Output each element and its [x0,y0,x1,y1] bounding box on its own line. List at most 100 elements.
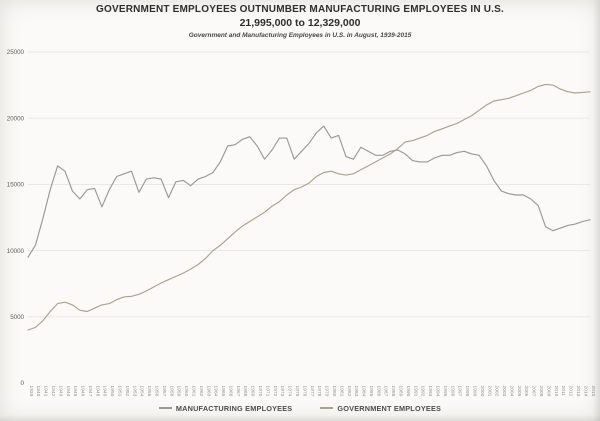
svg-text:1948: 1948 [95,386,100,397]
svg-text:1960: 1960 [184,386,189,397]
svg-text:1966: 1966 [228,386,233,397]
svg-text:1992: 1992 [421,386,426,397]
svg-text:1998: 1998 [465,386,470,397]
svg-text:1986: 1986 [376,386,381,397]
svg-text:1965: 1965 [221,386,226,397]
svg-text:1981: 1981 [339,386,344,397]
photo-edge-shading-right [593,0,600,421]
svg-text:25000: 25000 [7,49,25,56]
svg-text:1964: 1964 [214,386,219,397]
svg-text:1980: 1980 [332,386,337,397]
svg-text:1968: 1968 [243,386,248,397]
y-axis-tick-labels: 0 5000 10000 15000 20000 25000 [7,49,25,387]
chart-caption: Government and Manufacturing Employees i… [188,32,412,39]
svg-text:2014: 2014 [583,386,588,397]
svg-text:1990: 1990 [406,386,411,397]
chart-header: GOVERNMENT EMPLOYEES OUTNUMBER MANUFACTU… [0,3,600,41]
svg-text:1967: 1967 [236,386,241,397]
svg-text:1994: 1994 [436,386,441,397]
legend-label-government: GOVERNMENT EMPLOYEES [337,403,442,413]
svg-text:5000: 5000 [10,314,24,321]
chart-title: GOVERNMENT EMPLOYEES OUTNUMBER MANUFACTU… [96,4,504,15]
svg-text:1943: 1943 [58,386,63,397]
svg-text:2011: 2011 [561,386,566,397]
svg-text:1983: 1983 [354,386,359,397]
svg-text:2007: 2007 [532,386,537,397]
svg-text:1969: 1969 [251,386,256,397]
svg-text:1991: 1991 [413,386,418,397]
svg-text:2004: 2004 [509,386,514,397]
svg-text:1945: 1945 [73,386,78,397]
svg-text:1940: 1940 [36,386,41,397]
svg-text:2006: 2006 [524,386,529,397]
svg-text:0: 0 [21,380,25,387]
svg-text:1962: 1962 [199,386,204,397]
svg-text:1993: 1993 [428,386,433,397]
data-series-lines [27,83,591,331]
svg-text:1984: 1984 [362,386,367,397]
svg-text:2002: 2002 [495,386,500,397]
svg-text:2008: 2008 [539,386,544,397]
svg-text:2000: 2000 [480,386,485,397]
svg-text:1987: 1987 [384,386,389,397]
svg-text:1979: 1979 [325,386,330,397]
svg-text:1985: 1985 [369,386,374,397]
x-axis-year-labels: 1939 1940 1941 1942 1943 1944 1945 1946 1947 1948… [29,386,596,397]
svg-text:1996: 1996 [450,386,455,397]
svg-text:1953: 1953 [132,386,137,397]
svg-text:1951: 1951 [118,386,123,397]
legend-item-government: GOVERNMENT EMPLOYEES [320,404,441,413]
svg-text:1988: 1988 [391,386,396,397]
svg-text:1947: 1947 [88,386,93,397]
svg-text:1954: 1954 [140,386,145,397]
svg-text:1973: 1973 [280,386,285,397]
svg-text:1995: 1995 [443,386,448,397]
svg-text:1950: 1950 [110,386,115,397]
svg-text:1955: 1955 [147,386,152,397]
svg-text:1974: 1974 [288,386,293,397]
svg-text:1997: 1997 [458,386,463,397]
svg-text:1975: 1975 [295,386,300,397]
svg-text:1956: 1956 [155,386,160,397]
svg-text:1999: 1999 [472,386,477,397]
svg-text:1978: 1978 [317,386,322,397]
chart-legend: MANUFACTURING EMPLOYEES GOVERNMENT EMPLO… [0,401,600,415]
svg-text:1957: 1957 [162,386,167,397]
svg-text:2015: 2015 [591,386,596,397]
svg-text:1952: 1952 [125,386,130,397]
manufacturing-line-swatch-icon [158,407,172,409]
svg-text:1961: 1961 [191,386,196,397]
svg-text:2012: 2012 [569,386,574,397]
svg-text:1972: 1972 [273,386,278,397]
svg-text:1971: 1971 [265,386,270,397]
svg-text:2009: 2009 [546,386,551,397]
svg-text:1942: 1942 [51,386,56,397]
svg-text:2013: 2013 [576,386,581,397]
legend-label-manufacturing: MANUFACTURING EMPLOYEES [175,403,293,413]
svg-text:1977: 1977 [310,386,315,397]
svg-text:1959: 1959 [177,386,182,397]
svg-text:2010: 2010 [554,386,559,397]
svg-text:1970: 1970 [258,386,263,397]
svg-text:2005: 2005 [517,386,522,397]
svg-text:1946: 1946 [81,386,86,397]
svg-text:1944: 1944 [66,386,71,397]
svg-text:1941: 1941 [44,386,49,397]
svg-text:1982: 1982 [347,386,352,397]
svg-text:15000: 15000 [7,182,25,189]
government-line-swatch-icon [320,407,334,409]
svg-text:1939: 1939 [29,386,34,397]
svg-text:2003: 2003 [502,386,507,397]
svg-text:1989: 1989 [399,386,404,397]
photo-edge-shading-bottom [0,415,600,421]
svg-text:1949: 1949 [103,386,108,397]
chart-subtitle: 21,995,000 to 12,329,000 [239,17,361,29]
svg-text:2001: 2001 [487,386,492,397]
svg-text:20000: 20000 [7,115,25,122]
svg-text:10000: 10000 [7,248,25,255]
svg-text:1963: 1963 [206,386,211,397]
svg-text:1976: 1976 [302,386,307,397]
svg-text:1958: 1958 [169,386,174,397]
